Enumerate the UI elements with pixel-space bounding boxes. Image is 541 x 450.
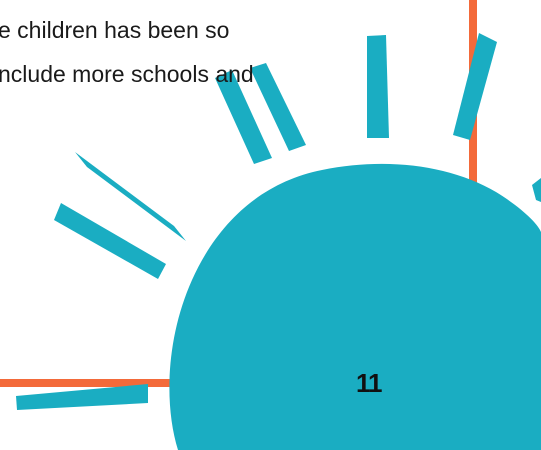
sun-ray-6 — [367, 35, 389, 138]
body-text: e children has been so nclude more schoo… — [0, 8, 541, 96]
body-text-line-1: e children has been so — [0, 17, 230, 43]
sun-ray-1 — [75, 152, 186, 241]
sun-ray-8 — [532, 178, 541, 202]
sun-ray-5 — [250, 63, 306, 151]
sun-body — [169, 163, 541, 450]
orange-frame-horizontal — [0, 379, 175, 387]
sun-ray-7 — [453, 33, 497, 140]
sun-ray-3 — [16, 384, 148, 410]
body-text-line-2: nclude more schools and — [0, 61, 254, 87]
page-number: 11 — [356, 368, 382, 398]
sun-ray-2 — [54, 203, 166, 279]
sun-ray-4 — [215, 70, 272, 164]
